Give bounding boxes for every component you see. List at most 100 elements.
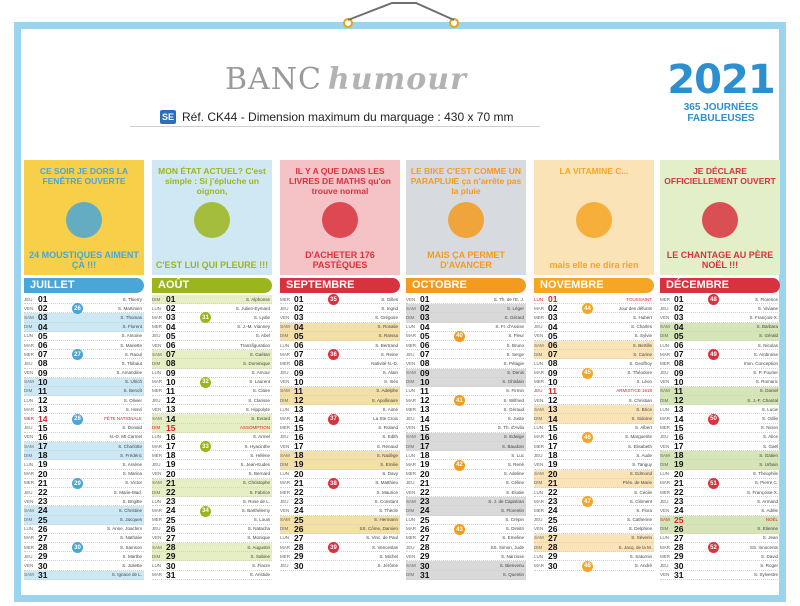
day-weekday: JEU <box>534 452 543 458</box>
day-saint: S. Marthe <box>122 553 142 559</box>
day-saint: S. Matthieu <box>375 480 398 486</box>
day-saint: S. Elodie <box>505 489 524 495</box>
day-number: 11 <box>548 385 557 396</box>
illustration-caption-top: LE BIKE C'EST COMME UN PARAPLUIE ça n'ar… <box>410 166 522 196</box>
day-row: DIM 05 S. Gérald <box>660 331 780 341</box>
day-number: 07 <box>294 349 304 360</box>
day-saint: S. Crépin <box>505 517 524 523</box>
day-weekday: DIM <box>280 461 289 467</box>
month-header: OCTOBRE <box>406 278 526 293</box>
day-number: 17 <box>674 441 684 452</box>
day-number: 26 <box>38 523 48 534</box>
day-weekday: SAM <box>534 535 544 541</box>
day-saint: S. Gilles <box>381 296 398 302</box>
day-number: 19 <box>166 459 176 470</box>
day-saint: S. Sylvie <box>634 333 652 339</box>
day-row: VEN 24 S. Thècle <box>280 505 400 516</box>
day-number: 02 <box>166 303 176 314</box>
day-number: 19 <box>548 459 558 470</box>
day-row: DIM 05 S. Raïssa <box>280 331 400 341</box>
day-saint: S. Hippolyte <box>245 406 270 412</box>
day-saint: S. Elisabeth <box>627 443 652 449</box>
day-row: LUN 12 S. Olivier <box>24 395 144 406</box>
day-row: MAR 13 S. Henri <box>24 404 144 415</box>
week-number-badge: 36 <box>328 349 339 361</box>
day-number: 27 <box>294 532 304 543</box>
day-row: DIM 07 S. Carine <box>534 349 654 360</box>
day-number: 18 <box>294 450 304 461</box>
day-row: MER 08 Imm. Conception <box>660 358 780 369</box>
day-saint: S. Constant <box>374 498 398 504</box>
day-weekday: MAR <box>152 314 162 320</box>
day-saint: S. Clément <box>629 498 652 504</box>
day-number: 31 <box>166 569 176 580</box>
day-weekday: JEU <box>152 526 161 532</box>
day-weekday: DIM <box>152 553 161 559</box>
day-saint: S. Denis <box>506 370 524 376</box>
day-saint: S. André <box>634 563 652 569</box>
day-row: LUN 02 S. Julien-Eymard <box>152 303 272 314</box>
day-number: 02 <box>548 303 558 314</box>
day-weekday: MAR <box>534 370 544 376</box>
day-saint: S. Inès <box>383 379 398 385</box>
day-list: LUN 01 TOUSSAINT MAR 02 Jour des défunts MER 03… <box>534 294 654 571</box>
day-weekday: VEN <box>24 498 34 504</box>
day-weekday: MER <box>152 517 162 523</box>
day-weekday: VEN <box>534 461 544 467</box>
day-row: JEU 23 S. Armand <box>660 496 780 507</box>
day-row: MER 20 S. Adeline <box>406 469 526 479</box>
day-row: SAM 21 S. Christophe <box>152 478 272 488</box>
day-row: JEU 12 S. Clarisse <box>152 395 272 406</box>
day-number: 04 <box>548 321 558 332</box>
illustration-caption-bottom: D'ACHETER 176 PASTÈQUES <box>305 250 375 270</box>
day-row: SAM 18 S. Gatien <box>660 450 780 461</box>
day-number: 29 <box>674 551 684 562</box>
day-row: MAR 14 S. Odile <box>660 414 780 424</box>
day-weekday: DIM <box>152 360 161 366</box>
day-weekday: MAR <box>660 480 670 486</box>
day-number: 30 <box>38 560 48 571</box>
day-saint: S. Apollinaire <box>371 397 398 403</box>
week-number-badge: 45 <box>582 367 593 379</box>
day-weekday: JEU <box>534 388 543 394</box>
day-saint: NOËL <box>765 517 778 523</box>
day-number: 16 <box>548 431 558 442</box>
day-weekday: MER <box>660 296 670 302</box>
brand-logo: BANC humour <box>225 62 466 106</box>
day-weekday: JEU <box>660 370 669 376</box>
day-weekday: JEU <box>534 324 543 330</box>
day-number: 27 <box>674 532 684 543</box>
day-saint: S. Florence <box>754 296 778 302</box>
day-row: MER 06 S. Bruno <box>406 340 526 351</box>
day-row: JEU 07 S. Serge <box>406 349 526 360</box>
day-saint: S. Benoît <box>123 388 142 394</box>
day-weekday: VEN <box>660 572 670 578</box>
day-row: DIM 03 S. Gérard <box>406 312 526 323</box>
day-number: 31 <box>420 569 430 580</box>
day-number: 04 <box>294 321 304 332</box>
day-number: 05 <box>548 330 558 341</box>
day-weekday: DIM <box>534 351 543 357</box>
day-saint: S. Daniel <box>759 388 778 394</box>
day-saint: S. Mariette <box>120 342 142 348</box>
day-weekday: MAR <box>152 572 162 578</box>
day-weekday: LUN <box>280 471 290 477</box>
day-weekday: MER <box>660 553 670 559</box>
day-weekday: MER <box>24 416 34 422</box>
day-saint: S. Théodore <box>627 370 652 376</box>
day-weekday: JEU <box>280 305 289 311</box>
day-saint: S. Jean-Eudes <box>240 461 270 467</box>
day-weekday: MAR <box>280 480 290 486</box>
day-weekday: DIM <box>24 452 33 458</box>
day-weekday: SAM <box>660 517 670 523</box>
illustration-character-icon <box>66 202 102 238</box>
day-saint: S. Frédéric <box>119 452 142 458</box>
day-weekday: DIM <box>534 416 543 422</box>
day-weekday: VEN <box>660 507 670 513</box>
day-row: DIM 17 S. Baudoin <box>406 441 526 452</box>
day-saint: S. Théophile <box>752 471 778 477</box>
day-number: 02 <box>674 303 684 314</box>
day-weekday: SAM <box>152 544 162 550</box>
day-number: 06 <box>38 340 48 351</box>
day-saint: S. Armand <box>756 498 778 504</box>
